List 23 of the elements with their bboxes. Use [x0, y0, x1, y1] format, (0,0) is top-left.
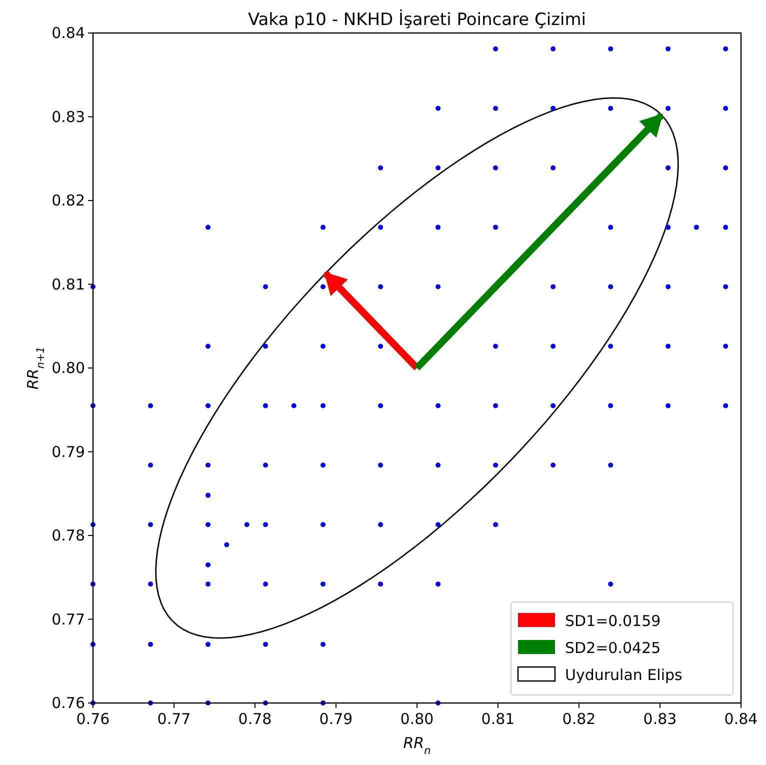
x-tick-label: 0.83 [643, 710, 677, 728]
x-tick-label: 0.80 [400, 710, 434, 728]
x-tick-label: 0.77 [157, 710, 191, 728]
y-tick-label: 0.83 [52, 108, 85, 126]
chart-title: Vaka p10 - NKHD İşareti Poincare Çizimi [248, 9, 586, 30]
annotation: Uydurulan Elips [565, 666, 683, 684]
x-tick-label: 0.76 [76, 710, 110, 728]
x-tick-label: 0.79 [319, 710, 353, 728]
x-tick-label: 0.82 [562, 710, 596, 728]
legend-label: SD1=0.0159 [565, 612, 661, 630]
y-tick-label: 0.84 [52, 24, 85, 42]
y-tick-label: 0.79 [52, 442, 85, 461]
y-tick-label: 0.77 [52, 610, 85, 628]
legend-label: SD2=0.0425 [565, 639, 661, 657]
y-tick-label: 0.81 [52, 275, 85, 294]
x-tick-label: 0.84 [724, 710, 758, 728]
x-tick-label: 0.78 [238, 710, 272, 728]
x-tick-label: 0.81 [481, 710, 515, 728]
y-tick-label: 0.78 [52, 526, 85, 544]
y-tick-label: 0.80 [52, 359, 85, 377]
y-tick-label: 0.76 [52, 694, 85, 712]
x-axis-title: RR$_{n}$ [403, 734, 431, 757]
y-tick-label: 0.82 [52, 192, 85, 210]
